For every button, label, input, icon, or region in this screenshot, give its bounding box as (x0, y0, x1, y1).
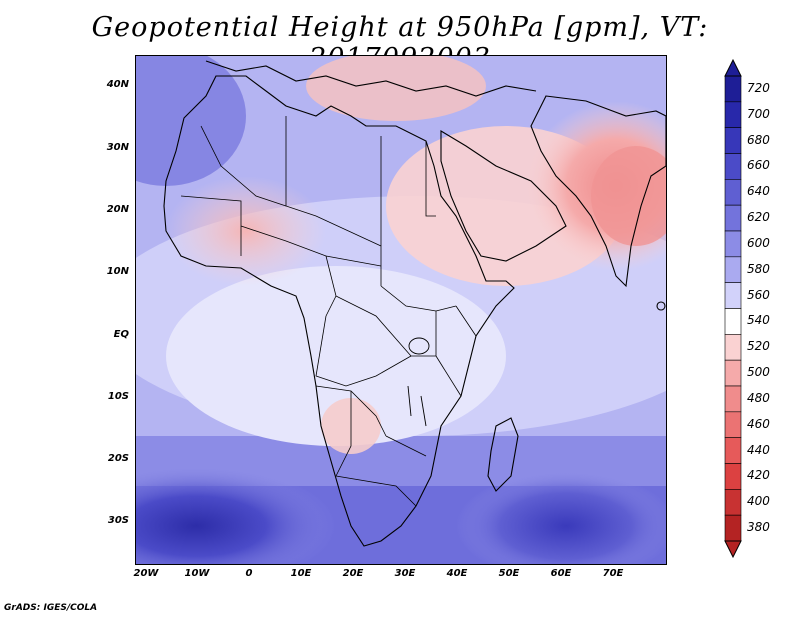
colorbar-level-label: 620 (747, 210, 770, 225)
map-panel (135, 55, 667, 565)
colorbar-level-label: 660 (747, 158, 770, 173)
colorbar-swatch (724, 153, 742, 180)
lat-label-40n: 40N (106, 79, 129, 90)
colorbar-swatch (724, 101, 742, 128)
lat-label-10n: 10N (106, 266, 129, 277)
colorbar-swatch (724, 334, 742, 361)
colorbar-swatch (724, 282, 742, 309)
colorbar-swatch (724, 127, 742, 154)
colorbar-level-label: 380 (747, 520, 770, 535)
lon-label-50e: 50E (498, 568, 520, 579)
colorbar-bottom-arrow (724, 540, 742, 559)
lat-label-10s: 10S (107, 391, 129, 402)
field-high-mediterranean (306, 56, 486, 121)
colorbar-swatch (724, 256, 742, 283)
lon-label-30e: 30E (394, 568, 416, 579)
lat-label-eq: EQ (113, 329, 129, 340)
colorbar-level-label: 700 (747, 106, 770, 121)
colorbar-swatch (724, 75, 742, 103)
lat-label-30n: 30N (106, 142, 129, 153)
colorbar-swatch (724, 230, 742, 258)
colorbar-swatch (724, 385, 742, 413)
field-low-nw (136, 56, 246, 186)
colorbar-swatch (724, 463, 742, 490)
lon-label-40e: 40E (446, 568, 468, 579)
lat-label-20s: 20S (107, 453, 129, 464)
colorbar-level-label: 460 (747, 416, 770, 431)
colorbar-level-label: 680 (747, 132, 770, 147)
lakes (407, 337, 430, 427)
colorbar-swatch (724, 514, 742, 542)
colorbar-swatch (724, 359, 742, 387)
lon-label-10w: 10W (184, 568, 210, 579)
colorbar-level-label: 540 (747, 313, 770, 328)
colorbar-top-arrow (724, 58, 742, 77)
lon-label-10e: 10E (290, 568, 312, 579)
colorbar-level-label: 560 (747, 287, 770, 302)
lon-label-60e: 60E (550, 568, 572, 579)
grads-credit: GrADS: IGES/COLA (4, 603, 98, 613)
colorbar-level-label: 400 (747, 494, 770, 509)
field-low-se (456, 471, 666, 564)
colorbar-level-label: 640 (747, 184, 770, 199)
colorbar-swatch (724, 437, 742, 464)
lat-label-30s: 30S (107, 515, 129, 526)
field-central-africa (166, 266, 506, 446)
lon-label-20e: 20E (342, 568, 364, 579)
colorbar-swatch (724, 411, 742, 438)
lon-label-20w: 20W (133, 568, 159, 579)
colorbar-level-label: 440 (747, 442, 770, 457)
colorbar-level-label: 480 (747, 390, 770, 405)
field-high-india (591, 146, 666, 246)
colorbar-level-label: 520 (747, 339, 770, 354)
colorbar-level-label: 600 (747, 235, 770, 250)
lon-label-70e: 70E (602, 568, 624, 579)
colorbar-swatch (724, 179, 742, 206)
colorbar-level-label: 500 (747, 365, 770, 380)
colorbar-level-label: 720 (747, 80, 770, 95)
colorbar-swatch (724, 489, 742, 516)
colorbar-swatch (724, 204, 742, 232)
colorbar-swatches (724, 75, 742, 542)
field-low-sw (136, 466, 336, 564)
map-svg (136, 56, 666, 564)
coastlines (163, 60, 666, 547)
colorbar-level-label: 580 (747, 261, 770, 276)
colorbar-level-label: 420 (747, 468, 770, 483)
lat-label-20n: 20N (106, 204, 129, 215)
lon-label-0: 0 (245, 568, 253, 579)
colorbar-swatch (724, 308, 742, 335)
country-borders (180, 116, 477, 507)
